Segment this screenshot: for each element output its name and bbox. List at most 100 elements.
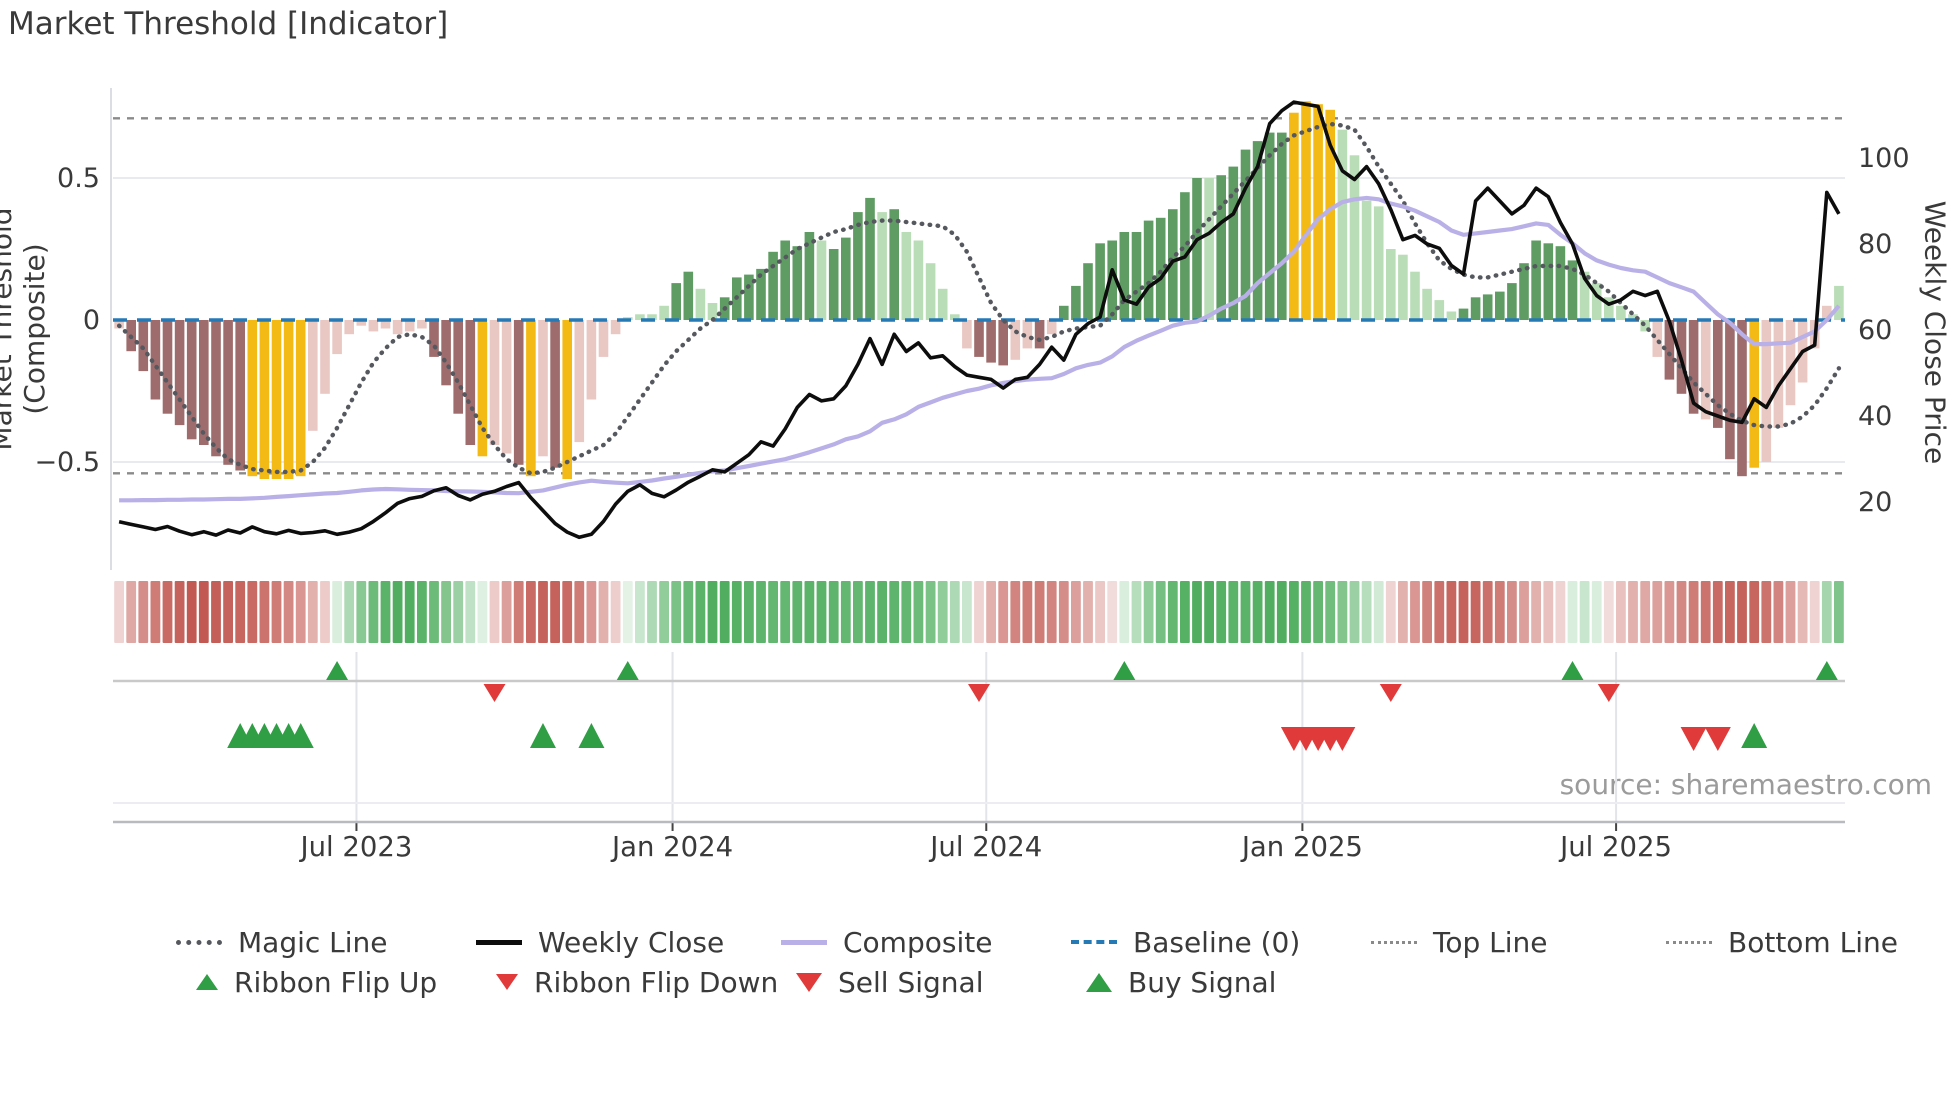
ribbon-cell [610, 581, 621, 643]
threshold-bar [804, 232, 815, 320]
legend-item-baseline: Baseline (0) [1071, 922, 1300, 962]
ribbon-cell [1494, 581, 1505, 643]
ribbon-cell [271, 581, 282, 643]
composite-legend-marker [781, 939, 827, 945]
weekly-close-line [118, 100, 1841, 540]
threshold-bar [429, 320, 439, 357]
threshold-bar [477, 320, 488, 457]
ribbon-cell [441, 581, 451, 643]
threshold-bar [1470, 297, 1481, 320]
threshold-bar [707, 303, 718, 320]
ribbon-cell [332, 581, 342, 643]
topline-legend-marker [1371, 940, 1417, 944]
source-attribution: source: sharemaestro.com [1559, 768, 1932, 801]
legend-label: Baseline (0) [1133, 925, 1301, 959]
legend-label: Sell Signal [838, 965, 984, 999]
threshold-bar [962, 320, 972, 349]
legend-item-topline: Top Line [1371, 922, 1548, 962]
ribbon-cell [1579, 581, 1590, 643]
threshold-bar [901, 232, 912, 320]
ribbon-cell [223, 581, 233, 643]
threshold-bar [1834, 285, 1844, 320]
legend-item-sell: Sell Signal [796, 962, 983, 1002]
threshold-bar [1168, 209, 1178, 320]
ribbon-cell [465, 581, 476, 643]
ribbon-cell [1785, 581, 1796, 643]
threshold-bar [865, 197, 875, 320]
ribbon-cell [1143, 581, 1154, 643]
sell-legend-marker [796, 972, 822, 992]
ribbon-cell [1749, 581, 1760, 643]
ribbon-cell [538, 581, 548, 643]
ribbon-cell [1640, 581, 1651, 643]
threshold-bar [1034, 320, 1045, 349]
x-tick-label: Jul 2025 [1558, 831, 1672, 863]
buy-legend-marker [1086, 972, 1112, 992]
threshold-bar [841, 237, 851, 320]
ribbon-cell [1410, 581, 1420, 643]
ribbon-cell [477, 581, 488, 643]
ribbon-flip-up-marker [616, 661, 639, 680]
threshold-bar [598, 320, 609, 357]
ribbon-cell [162, 581, 173, 643]
legend-label: Composite [843, 925, 993, 959]
left-tick-label: 0.5 [57, 163, 100, 194]
ribbon-cell [1192, 581, 1202, 643]
threshold-bar [1543, 243, 1554, 320]
ribbon-cell [1616, 581, 1626, 643]
threshold-bar [513, 320, 524, 465]
ribbon-cell [1046, 581, 1057, 643]
ribbon-cell [1591, 581, 1602, 643]
buy-signal-marker [578, 723, 605, 748]
legend-item-composite: Composite [781, 922, 992, 962]
legend-item-buy: Buy Signal [1086, 962, 1276, 1002]
threshold-bar [1458, 308, 1469, 320]
legend-item-flipdown: Ribbon Flip Down [496, 962, 778, 1002]
ribbon-cell [1821, 581, 1832, 643]
ribbon-flip-up-marker [1815, 661, 1838, 680]
threshold-bar [950, 314, 960, 320]
ribbon-cell [1289, 581, 1299, 643]
threshold-bar [974, 320, 984, 357]
ribbon-cell [1349, 581, 1360, 643]
baseline-legend-marker [1071, 940, 1117, 944]
threshold-bar [1725, 320, 1735, 460]
ribbon-cell [186, 581, 197, 643]
ribbon-cell [550, 581, 560, 643]
ribbon-flip-down-marker [1597, 684, 1620, 702]
threshold-bar [1652, 320, 1663, 357]
ribbon-cell [1301, 581, 1311, 643]
threshold-bar [465, 320, 476, 445]
ribbon-cell [1276, 581, 1287, 643]
threshold-bar [1482, 294, 1493, 320]
ribbon-cell [1712, 581, 1723, 643]
ribbon-cell [792, 581, 803, 643]
ribbon-cell [949, 581, 960, 643]
ribbon-cell [1507, 581, 1517, 643]
ribbon-cell [622, 581, 633, 643]
ribbon-cell [1809, 581, 1820, 643]
threshold-bar [1640, 320, 1650, 332]
threshold-bar [162, 320, 173, 414]
ribbon-cell [259, 581, 270, 643]
ribbon-cell [840, 581, 851, 643]
left-tick-label: −0.5 [34, 447, 100, 478]
legend-label: Magic Line [238, 925, 388, 959]
threshold-bar [295, 320, 306, 477]
ribbon-flip-down-marker [483, 684, 506, 702]
ribbon-cell [198, 581, 209, 643]
ribbon-flip-down-marker [1379, 684, 1402, 702]
threshold-bar [404, 320, 415, 332]
threshold-bar [441, 320, 451, 386]
ribbon-cell [731, 581, 742, 643]
threshold-bar [392, 320, 403, 335]
ribbon-cell [1119, 581, 1130, 643]
ribbon-cell [344, 581, 355, 643]
ribbon-cell [1725, 581, 1735, 643]
ribbon-flip-down-marker [968, 684, 990, 702]
threshold-bar [538, 320, 548, 457]
threshold-bar [368, 320, 379, 332]
ribbon-cell [816, 581, 827, 643]
ribbon-cell [598, 581, 609, 643]
ribbon-cell [356, 581, 367, 643]
